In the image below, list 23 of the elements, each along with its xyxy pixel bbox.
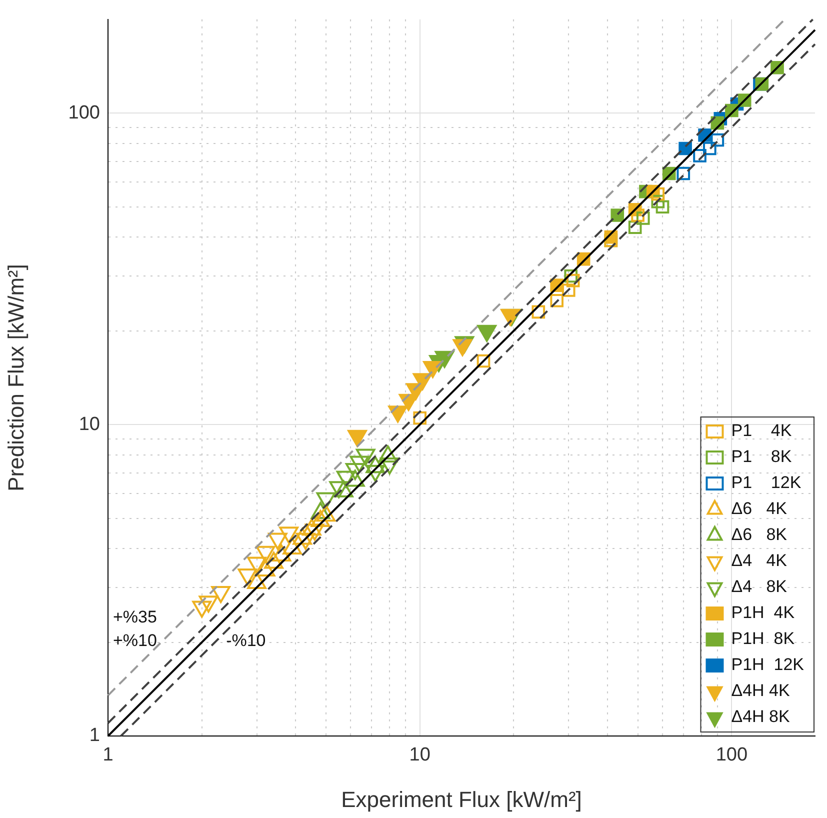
legend-label: P1 12K [731,473,802,492]
legend-label: Δ4 8K [731,577,788,596]
x-axis-title: Experiment Flux [kW/m²] [341,786,582,812]
legend-label: P1 4K [731,421,792,440]
x-tick-label: 10 [409,744,430,766]
legend-label: P1 8K [731,447,792,466]
annotation: +%35 [112,607,157,626]
legend-label: P1H 8K [731,629,796,648]
x-tick-label: 100 [716,744,748,766]
legend-label: P1H 12K [731,655,805,674]
annotation: +%10 [112,631,157,650]
legend-label: Δ6 4K [731,499,788,518]
annotation: -%10 [226,631,266,650]
legend-label: P1H 4K [731,603,796,622]
y-tick-label: 100 [68,102,100,124]
legend-label: Δ4H 4K [731,681,790,700]
y-axis-title: Prediction Flux [kW/m²] [3,264,28,492]
y-tick-label: 1 [89,725,100,746]
y-tick-label: 10 [78,414,100,435]
legend-label: Δ4H 8K [731,707,790,726]
legend-label: Δ6 8K [731,525,788,544]
legend-label: Δ4 4K [731,551,788,570]
x-tick-label: 1 [102,744,114,766]
